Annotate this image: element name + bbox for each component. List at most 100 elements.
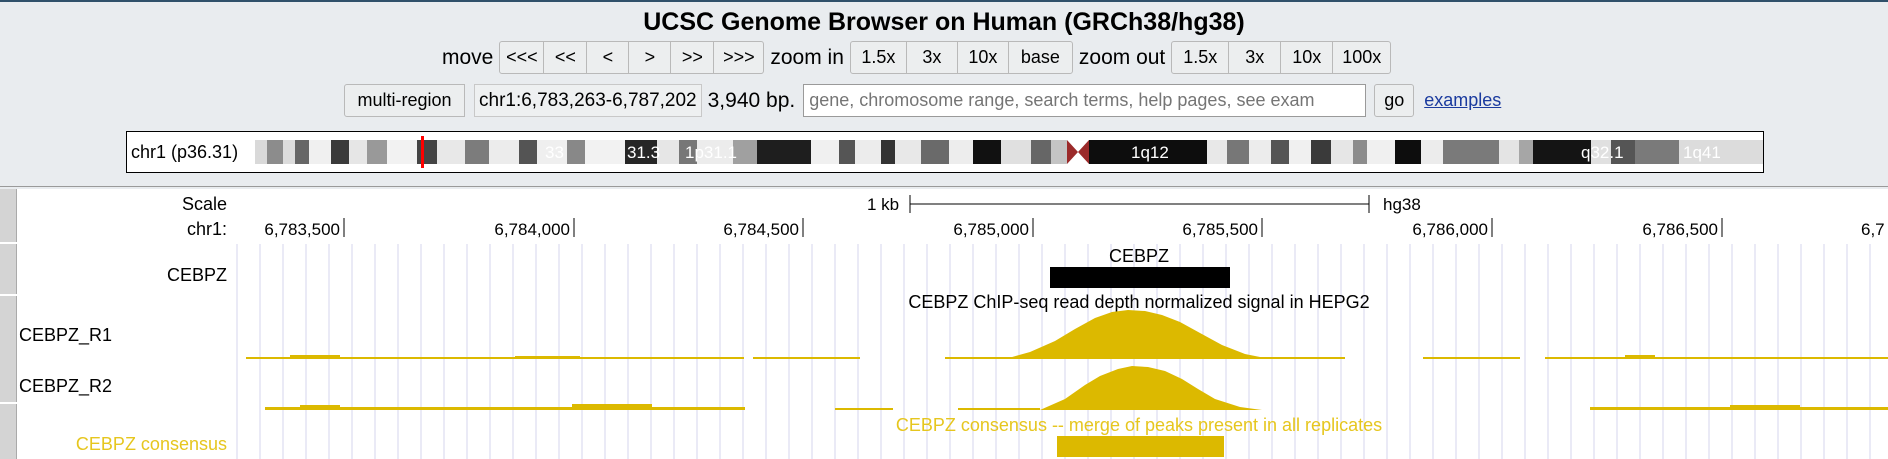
ideogram-band <box>519 140 537 164</box>
move-left-far-button[interactable]: <<< <box>499 41 545 74</box>
search-input[interactable] <box>803 84 1367 117</box>
rep1-signal-bump <box>290 355 340 359</box>
track-image-panel[interactable]: Scale chr1: CEBPZ CEBPZ_R1 CEBPZ_R2 CEBP… <box>0 189 1888 459</box>
move-button-group: <<< << < > >> >>> <box>499 41 765 74</box>
rep1-signal-bump <box>515 356 580 359</box>
examples-link[interactable]: examples <box>1424 90 1502 110</box>
ideogram-band-label: 33 <box>545 143 564 162</box>
position-display: chr1:6,783,263-6,787,202 <box>474 84 702 117</box>
rep1-track-label[interactable]: CEBPZ_R1 <box>19 325 113 345</box>
rep2-signal-bg <box>265 407 745 410</box>
page-title: UCSC Genome Browser on Human (GRCh38/hg3… <box>643 8 1245 36</box>
region-size-text: 3,940 bp. <box>707 88 796 112</box>
move-left-more-button[interactable]: << <box>543 41 588 74</box>
move-left-button[interactable]: < <box>586 41 630 74</box>
ideogram-band <box>1395 140 1421 164</box>
navigation-bar: move <<< << < > >> >>> zoom in 1.5x 3x 1… <box>436 41 1392 74</box>
move-right-more-button[interactable]: >> <box>670 41 715 74</box>
ideogram-band <box>1289 140 1311 164</box>
ideogram-band-label: 1q12 <box>1131 143 1169 162</box>
zoom-in-3x-button[interactable]: 3x <box>905 41 958 74</box>
ideogram-band <box>757 140 811 164</box>
zoom-in-10x-button[interactable]: 10x <box>956 41 1009 74</box>
consensus-track-drag-handle[interactable] <box>0 404 17 459</box>
ideogram-band <box>1249 140 1271 164</box>
ruler-tick-label: 6,784,000 <box>494 220 570 239</box>
ruler-tick-label: 6,783,500 <box>264 220 340 239</box>
consensus-track-title: CEBPZ consensus -- merge of peaks presen… <box>896 415 1382 435</box>
zoom-out-label: zoom out <box>1078 45 1166 69</box>
move-right-button[interactable]: > <box>628 41 672 74</box>
zoom-out-10x-button[interactable]: 10x <box>1280 41 1334 74</box>
tracks-separator <box>0 186 1888 187</box>
signal-track-title: CEBPZ ChIP-seq read depth normalized sig… <box>908 292 1369 312</box>
ruler-drag-handle[interactable] <box>0 189 17 242</box>
zoom-out-1-5x-button[interactable]: 1.5x <box>1171 41 1230 74</box>
go-button[interactable]: go <box>1374 84 1415 117</box>
ideogram-band <box>1089 140 1207 164</box>
move-label: move <box>442 45 494 69</box>
ideogram-band <box>1533 140 1591 164</box>
multi-region-button[interactable]: multi-region <box>344 84 465 117</box>
ideogram-band <box>567 140 585 164</box>
scale-bar-label: 1 kb <box>867 195 899 214</box>
rep2-signal-bg <box>958 408 1040 410</box>
zoom-in-1-5x-button[interactable]: 1.5x <box>849 41 907 74</box>
ideogram-band-label: q32.1 <box>1581 143 1624 162</box>
rep2-signal-peak <box>1040 366 1262 410</box>
gene-track-label[interactable]: CEBPZ <box>166 265 227 285</box>
signal-track-drag-handle[interactable] <box>0 296 17 402</box>
ideogram-band <box>585 140 625 164</box>
ideogram-band-label: 31.3 <box>627 143 660 162</box>
move-right-far-button[interactable]: >>> <box>713 41 765 74</box>
rep2-track-label[interactable]: CEBPZ_R2 <box>19 376 113 396</box>
position-bar: multi-region chr1:6,783,263-6,787,202 3,… <box>344 84 1501 117</box>
ideogram-centromere <box>1078 140 1089 164</box>
ideogram-band <box>625 140 657 164</box>
ideogram-band <box>437 140 465 164</box>
ideogram-band <box>1331 140 1353 164</box>
ideogram-band-label: 1q41 <box>1683 143 1721 162</box>
ideogram-band <box>733 140 757 164</box>
ideogram-band <box>465 140 489 164</box>
gene-name: CEBPZ <box>1109 246 1169 266</box>
ideogram-band <box>255 140 267 164</box>
rep1-signal <box>246 310 1888 359</box>
ideogram-band <box>973 140 1001 164</box>
ideogram-band <box>679 140 697 164</box>
ideogram-band <box>1271 140 1289 164</box>
current-region-marker <box>421 136 424 168</box>
ideogram-band <box>489 140 519 164</box>
zoom-out-100x-button[interactable]: 100x <box>1332 41 1392 74</box>
gene-track-drag-handle[interactable] <box>0 244 17 294</box>
ideogram-band <box>1443 140 1499 164</box>
ruler-tick-label: 6,785,000 <box>953 220 1029 239</box>
consensus-track-label[interactable]: CEBPZ consensus <box>75 434 227 454</box>
ideogram-band <box>349 140 367 164</box>
zoom-out-3x-button[interactable]: 3x <box>1228 41 1282 74</box>
rep2-signal-bump <box>572 404 652 410</box>
ideogram-band <box>331 140 349 164</box>
ideogram-band <box>1499 140 1519 164</box>
chromosome-ideogram[interactable]: chr1 (p36.31) <box>126 131 1764 173</box>
ideogram-band <box>811 140 839 164</box>
ideogram-band <box>1519 140 1533 164</box>
ideogram-band <box>367 140 387 164</box>
ideogram-band <box>1207 140 1227 164</box>
zoom-out-button-group: 1.5x 3x 10x 100x <box>1171 41 1392 74</box>
ruler-tick-label: 6,785,500 <box>1182 220 1258 239</box>
ideogram-band <box>1635 140 1679 164</box>
ideogram-band <box>387 140 417 164</box>
rep2-signal-bg <box>835 408 893 410</box>
rep2-signal <box>265 366 1888 410</box>
ideogram-band <box>697 140 733 164</box>
rep1-signal-bg <box>945 357 1345 359</box>
ideogram-band <box>1611 140 1635 164</box>
gene-feature <box>1050 267 1230 288</box>
zoom-in-base-button[interactable]: base <box>1007 41 1073 74</box>
ideogram-band <box>1353 140 1367 164</box>
ruler-tick-label: 6,784,500 <box>723 220 799 239</box>
ideogram-band <box>1051 140 1067 164</box>
rep1-signal-bg <box>1545 357 1888 359</box>
rep2-signal-bump <box>1730 405 1800 410</box>
